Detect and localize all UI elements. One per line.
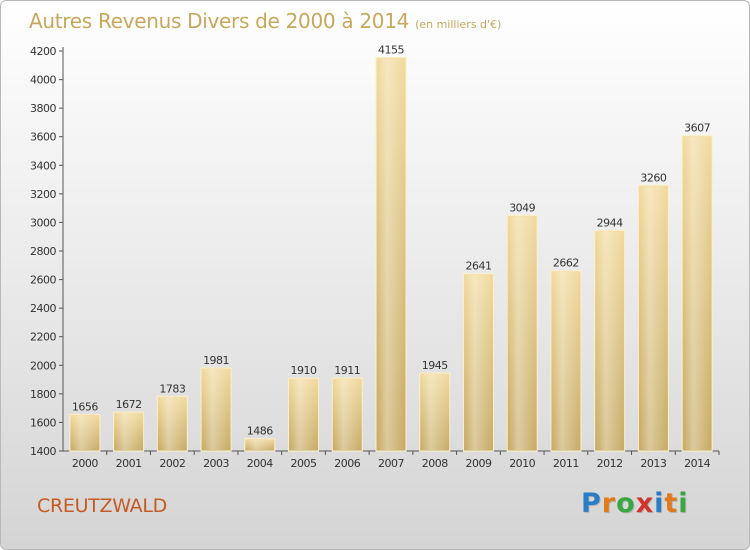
y-tick-label: 2800 <box>30 245 56 258</box>
bar-shine <box>334 379 361 450</box>
y-tick-label: 4000 <box>30 74 56 87</box>
logo-letter: P <box>581 488 602 519</box>
data-label: 2641 <box>465 260 491 273</box>
data-label: 1911 <box>334 364 360 377</box>
y-tick-label: 1800 <box>30 388 56 401</box>
y-tick-label: 3800 <box>30 102 56 115</box>
x-tick-label: 2014 <box>684 457 710 470</box>
bar-shine <box>246 439 273 450</box>
x-tick-label: 2009 <box>465 457 491 470</box>
location-name: CREUTZWALD <box>37 495 167 517</box>
bar-shine <box>552 271 579 450</box>
logo-letter: i <box>654 488 665 519</box>
bar-shine <box>640 186 667 451</box>
y-tick-label: 3400 <box>30 159 56 172</box>
logo-letter: x <box>635 488 655 519</box>
x-tick-label: 2006 <box>334 457 360 470</box>
bars <box>69 56 713 452</box>
data-label: 3607 <box>684 122 710 135</box>
x-tick-label: 2008 <box>422 457 448 470</box>
y-tick-label: 2600 <box>30 274 56 287</box>
bar-shine <box>203 369 230 450</box>
x-tick-label: 2011 <box>553 457 579 470</box>
data-label: 3049 <box>509 201 535 214</box>
y-tick-label: 1600 <box>30 416 56 429</box>
x-tick-label: 2005 <box>291 457 317 470</box>
data-label: 1656 <box>72 400 98 413</box>
bar-shine <box>378 58 404 451</box>
bar-shine <box>421 374 448 450</box>
x-tick-label: 2010 <box>509 457 535 470</box>
logo-letter: r <box>601 488 617 519</box>
x-tick-label: 2002 <box>159 457 185 470</box>
x-tick-label: 2007 <box>378 457 404 470</box>
chart-title-main: Autres Revenus Divers de 2000 à 2014 <box>29 9 410 33</box>
x-tick-label: 2000 <box>72 457 98 470</box>
chart-subtitle: (en milliers d'€) <box>415 18 502 31</box>
logo-letter: t <box>664 488 679 519</box>
x-tick-label: 2003 <box>203 457 229 470</box>
bar-shine <box>596 231 623 450</box>
bar-shine <box>290 379 317 450</box>
axes: 1400 1600 1800 2000 2200 2400 2600 2800 3000 3200… <box>30 45 720 470</box>
y-tick-label: 3200 <box>30 188 56 201</box>
data-label: 1486 <box>247 425 273 438</box>
data-label: 2944 <box>597 216 623 229</box>
bar-shine <box>71 415 98 450</box>
y-tick-label: 1400 <box>30 445 56 458</box>
y-tick-label: 3000 <box>30 216 56 229</box>
bar-shine <box>115 413 142 450</box>
chart-title: Autres Revenus Divers de 2000 à 2014 (en … <box>29 9 501 33</box>
logo-letter: i <box>678 488 689 519</box>
x-tick-label: 2013 <box>640 457 666 470</box>
data-label: 1981 <box>203 354 229 367</box>
data-label: 1910 <box>291 364 317 377</box>
proxiti-logo[interactable]: Proxiti <box>581 488 689 519</box>
data-label: 1672 <box>116 398 142 411</box>
x-tick-label: 2012 <box>597 457 623 470</box>
y-tick-label: 2200 <box>30 331 56 344</box>
bar-shine <box>509 216 536 450</box>
data-labels: 1656 1672 1783 1981 1486 1910 1911 4155 1945 2641… <box>72 43 711 437</box>
bar-shine <box>159 397 186 450</box>
y-tick-label: 4200 <box>30 45 56 58</box>
data-label: 2662 <box>553 257 579 270</box>
data-label: 4155 <box>378 43 404 56</box>
x-tick-label: 2004 <box>247 457 273 470</box>
data-label: 1945 <box>422 359 448 372</box>
bar-shine <box>684 136 711 450</box>
data-label: 1783 <box>159 382 185 395</box>
bar-shine <box>465 274 492 450</box>
x-tick-label: 2001 <box>116 457 142 470</box>
data-label: 3260 <box>640 171 666 184</box>
logo-letter: o <box>616 488 636 519</box>
y-tick-label: 3600 <box>30 131 56 144</box>
y-tick-label: 2400 <box>30 302 56 315</box>
y-tick-label: 2000 <box>30 359 56 372</box>
